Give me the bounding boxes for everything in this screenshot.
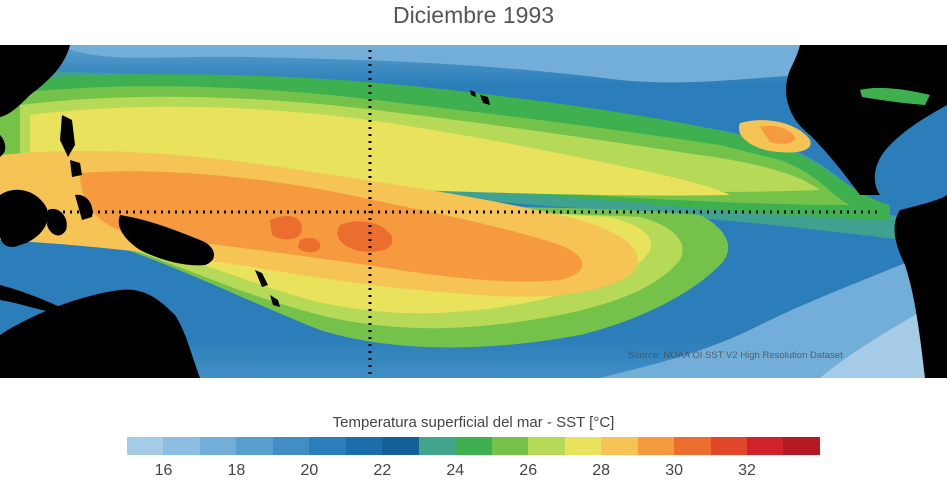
colorbar-swatch bbox=[382, 437, 419, 455]
colorbar-swatch bbox=[564, 437, 602, 455]
colorbar-swatch bbox=[783, 437, 820, 455]
map-title: Diciembre 1993 bbox=[392, 2, 555, 28]
colorbar-ticks: 16 18 20 22 24 26 28 30 32 bbox=[0, 462, 947, 480]
colorbar-swatch bbox=[637, 437, 675, 455]
colorbar-tick-label: 16 bbox=[154, 462, 173, 479]
colorbar-tick-label: 28 bbox=[592, 462, 611, 479]
colorbar-swatch bbox=[418, 437, 456, 455]
colorbar-swatch bbox=[674, 437, 711, 455]
colorbar-swatch bbox=[746, 437, 784, 455]
colorbar-swatch bbox=[601, 437, 638, 455]
colorbar-tick-label: 26 bbox=[519, 462, 538, 479]
colorbar-swatch bbox=[272, 437, 310, 455]
colorbar-swatch bbox=[309, 437, 346, 455]
colorbar-swatch bbox=[127, 437, 164, 455]
colorbar-tick-label: 30 bbox=[665, 462, 683, 479]
colorbar-swatch bbox=[345, 437, 383, 455]
colorbar-swatch bbox=[236, 437, 273, 455]
source-credit: Source: NOAA OI SST V2 High Resolution D… bbox=[628, 350, 843, 361]
colorbar-tick-label: 18 bbox=[227, 462, 246, 479]
sst-map bbox=[0, 45, 947, 378]
colorbar-swatch bbox=[199, 437, 237, 455]
colorbar-tick-label: 20 bbox=[300, 462, 319, 479]
colorbar-tick-label: 32 bbox=[738, 462, 756, 479]
colorbar-tick-label: 22 bbox=[373, 462, 392, 479]
colorbar-tick-label: 24 bbox=[446, 462, 465, 479]
colorbar-title: Temperatura superficial del mar - SST [°… bbox=[332, 414, 615, 431]
landmasses bbox=[0, 45, 947, 378]
colorbar-swatch bbox=[491, 437, 529, 455]
colorbar-swatch bbox=[710, 437, 747, 455]
colorbar-swatch bbox=[163, 437, 200, 455]
colorbar-swatch bbox=[528, 437, 565, 455]
reference-lines bbox=[0, 50, 880, 378]
colorbar bbox=[127, 437, 820, 455]
colorbar-swatch bbox=[455, 437, 492, 455]
